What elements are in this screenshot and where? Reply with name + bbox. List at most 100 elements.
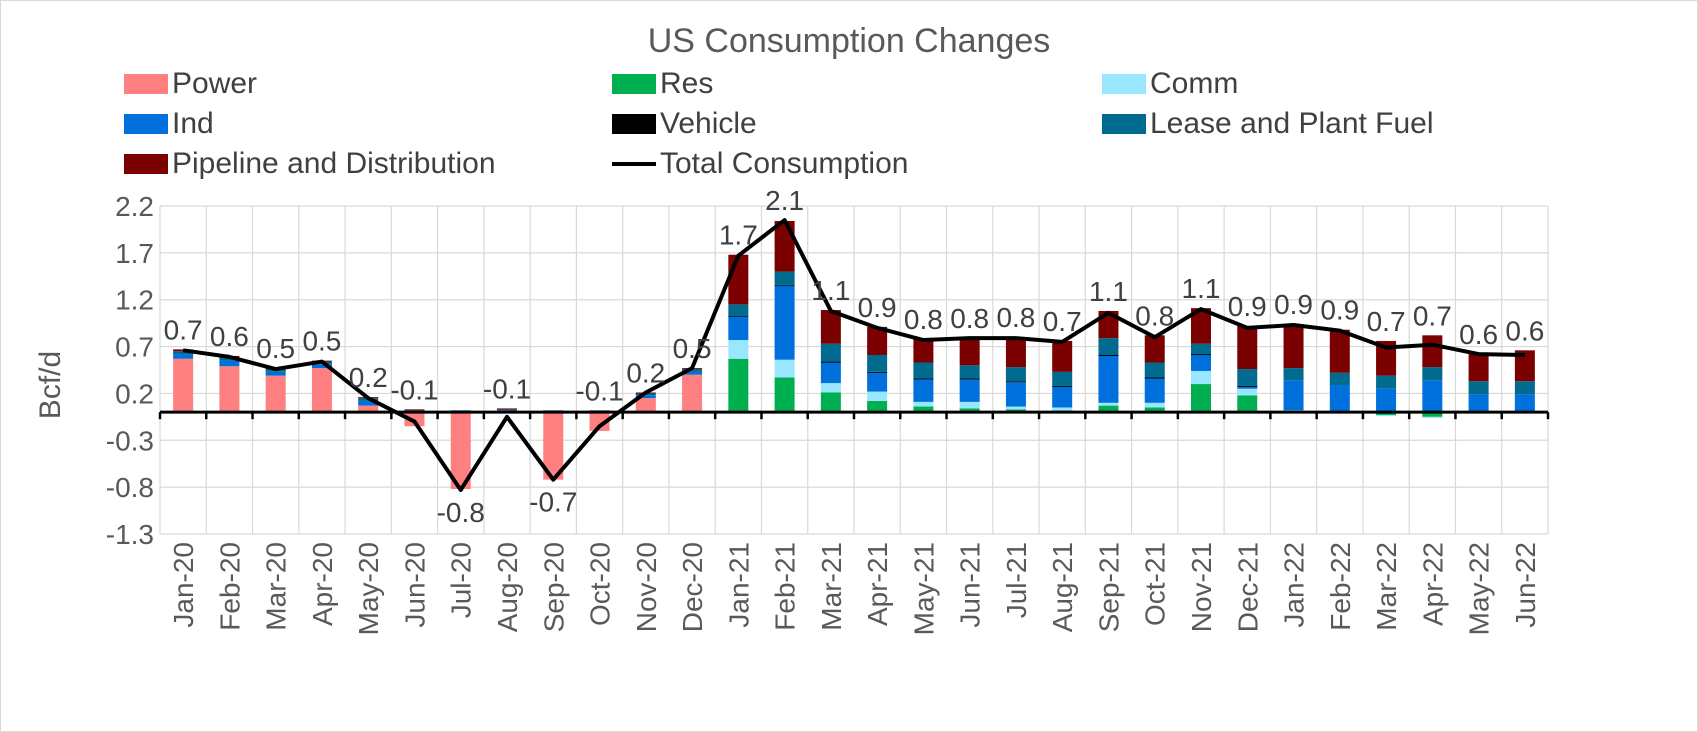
bar-segment-comm <box>1376 414 1397 416</box>
bar-segment-vehicle <box>728 315 749 317</box>
data-labels: 0.7 0.6 0.5 0.50.2 -0.1-0.8-0.1-0.7-0.10.20.… <box>164 185 1545 528</box>
legend-label-comm: Comm <box>1150 67 1239 100</box>
y-tick-label: -0.8 <box>106 472 154 503</box>
legend-swatch-total <box>612 162 656 166</box>
x-tick-label: Sep-20 <box>538 542 569 632</box>
bar-segment-lease-and-plant-fuel <box>1191 343 1211 355</box>
legend-swatch-ind <box>124 114 168 134</box>
bar-segment-pipeline-and-distribution <box>1514 350 1535 382</box>
bar-segment-ind <box>1468 394 1489 413</box>
bar-segment-ind <box>1237 386 1258 389</box>
bar-segment-ind <box>959 379 980 402</box>
bar-segment-ind <box>1514 394 1535 413</box>
bar-segment-ind <box>1283 380 1304 411</box>
bar-segment-lease-and-plant-fuel <box>959 365 980 379</box>
bar-segment-lease-and-plant-fuel <box>1468 381 1489 395</box>
bar-segment-pipeline-and-distribution <box>774 220 795 272</box>
data-label: 0.8 <box>904 304 943 335</box>
bar-segment-pipeline-and-distribution <box>1329 329 1350 373</box>
bar-segment-lease-and-plant-fuel <box>1098 338 1119 356</box>
bar-segment-comm <box>1052 407 1073 411</box>
data-label: 0.5 <box>673 333 712 364</box>
x-tick-label: Jun-21 <box>955 542 986 628</box>
bar-segment-lease-and-plant-fuel <box>728 304 749 316</box>
chart-title: US Consumption Changes <box>647 22 1051 60</box>
bar-segment-ind <box>820 362 841 384</box>
data-label: 0.7 <box>1043 306 1082 337</box>
x-tick-label: Aug-21 <box>1047 542 1078 632</box>
data-label: 0.9 <box>1228 291 1267 322</box>
bar-segment-lease-and-plant-fuel <box>1005 367 1026 382</box>
bar-segment-ind <box>1098 355 1119 403</box>
x-tick-label: Jan-22 <box>1279 542 1310 628</box>
bar-segment-res <box>774 377 795 413</box>
bar-segment-pipeline-and-distribution <box>959 339 980 366</box>
bar-segment-ind <box>1376 388 1397 413</box>
bar-segment-ind <box>774 285 795 360</box>
bar-segment-vehicle <box>820 361 841 363</box>
bar-segment-vehicle <box>913 378 934 380</box>
legend-swatch-vehicle <box>612 114 656 134</box>
legend-label-vehicle: Vehicle <box>660 107 757 140</box>
x-tick-label: Jan-20 <box>168 542 199 628</box>
data-label: 0.5 <box>302 326 341 357</box>
legend-swatch-lease <box>1102 114 1146 134</box>
data-label: 0.7 <box>164 314 203 345</box>
bar-segment-power <box>450 412 471 490</box>
bar-segment-comm <box>1144 402 1165 408</box>
bar-segment-res <box>867 400 888 413</box>
bar-segment-lease-and-plant-fuel <box>1144 362 1165 378</box>
gridlines <box>159 205 1549 535</box>
bar-segment-pipeline-and-distribution <box>1283 324 1304 369</box>
x-tick-label: Feb-20 <box>214 542 245 631</box>
legend-item-total: Total Consumption <box>612 146 908 182</box>
data-label: 0.6 <box>210 321 249 352</box>
data-label: 0.6 <box>1505 315 1544 346</box>
bar-segment-res <box>959 408 980 413</box>
legend-item-power: Power <box>124 66 257 102</box>
bar-segment-res <box>1422 412 1443 417</box>
bar-segment-ind <box>682 371 703 375</box>
y-tick-label: -1.3 <box>106 519 154 550</box>
axes: 2.2 1.7 1.2 0.7 0.2 -0.3 -0.8 -1.3 Jan-20 Feb-20 M… <box>106 191 1550 635</box>
x-tick-label: Jan-21 <box>723 542 754 628</box>
data-label: -0.8 <box>437 497 485 528</box>
bar-segment-ind <box>1329 384 1350 413</box>
bar-segment-vehicle <box>1191 354 1211 356</box>
bar-segment-ind <box>358 400 379 406</box>
bar-segment-vehicle <box>1052 385 1073 387</box>
x-tick-label: Mar-22 <box>1371 542 1402 631</box>
bar-segment-ind <box>173 354 194 359</box>
x-tick-label: May-22 <box>1464 542 1495 635</box>
bar-segment-comm <box>1422 416 1443 418</box>
bar-segment-power <box>173 358 194 413</box>
bar-segment-vehicle <box>959 378 980 380</box>
bar-segment-ind <box>311 364 332 369</box>
data-label: 0.2 <box>349 362 388 393</box>
legend-label-ind: Ind <box>172 107 214 140</box>
data-label: 0.5 <box>256 333 295 364</box>
bar-segment-pipeline-and-distribution <box>1005 337 1026 368</box>
bar-segment-vehicle <box>867 371 888 373</box>
data-label: -0.1 <box>483 373 531 404</box>
x-tick-label: Jun-22 <box>1510 542 1541 628</box>
y-tick-label: 0.2 <box>115 378 154 409</box>
bar-segment-res <box>1144 407 1165 413</box>
bar-segment-ind <box>1144 378 1165 403</box>
legend-label-pipeline: Pipeline and Distribution <box>172 147 496 180</box>
bar-segment-comm <box>959 401 980 409</box>
data-label: -0.7 <box>529 487 577 518</box>
bar-segment-lease-and-plant-fuel <box>1514 381 1535 395</box>
y-tick-label: 1.2 <box>115 285 154 316</box>
data-label: 0.9 <box>858 292 897 323</box>
bar-segment-comm <box>820 383 841 393</box>
bar-segment-ind <box>635 395 656 399</box>
legend-label-total: Total Consumption <box>660 147 909 180</box>
bar-segment-comm <box>1191 370 1211 385</box>
data-label: 0.9 <box>1274 289 1313 320</box>
bar-segment-lease-and-plant-fuel <box>820 343 841 362</box>
bar-segment-power <box>682 374 703 413</box>
x-tick-label: Apr-20 <box>307 542 338 626</box>
x-tick-label: Apr-22 <box>1417 542 1448 626</box>
x-tick-label: Jul-21 <box>1001 542 1032 618</box>
